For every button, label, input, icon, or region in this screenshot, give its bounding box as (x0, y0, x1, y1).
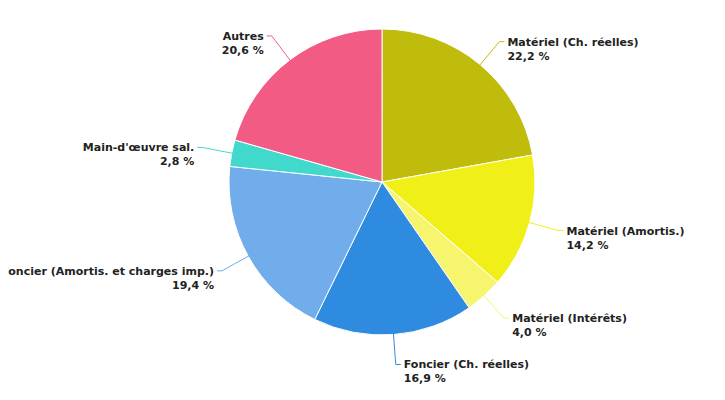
svg-text:Main-d'œuvre sal.2,8 %: Main-d'œuvre sal.2,8 % (83, 141, 194, 168)
svg-text:Foncier (Amortis. et charges i: Foncier (Amortis. et charges imp.)19,4 % (8, 265, 214, 292)
svg-text:Matériel (Ch. réelles)22,2 %: Matériel (Ch. réelles)22,2 % (507, 36, 638, 63)
svg-text:Matériel (Intérêts)4,0 %: Matériel (Intérêts)4,0 % (512, 312, 627, 339)
svg-text:Matériel (Amortis.)14,2 %: Matériel (Amortis.)14,2 % (566, 225, 684, 252)
svg-text:Autres20,6 %: Autres20,6 % (222, 30, 264, 57)
svg-text:Foncier (Ch. réelles)16,9 %: Foncier (Ch. réelles)16,9 % (404, 358, 529, 385)
